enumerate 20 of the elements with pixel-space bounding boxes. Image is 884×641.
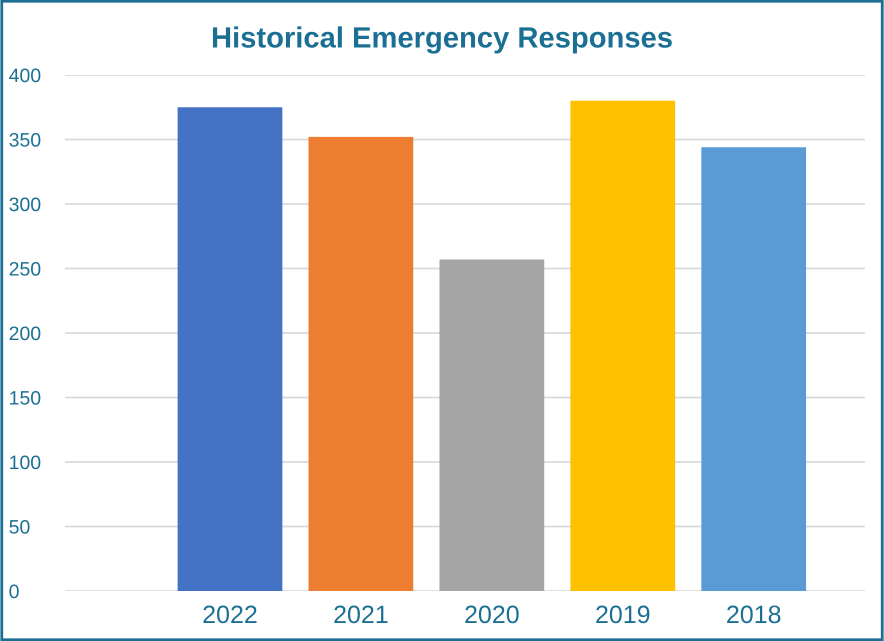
y-tick-label: 400 — [9, 68, 40, 82]
bar — [570, 100, 676, 591]
bar — [701, 147, 806, 591]
y-tick-label: 0 — [9, 584, 19, 598]
y-tick-label: 300 — [9, 197, 40, 212]
x-tick-label: 2018 — [727, 606, 780, 624]
y-tick-label: 250 — [10, 262, 40, 276]
x-tick-label: 2020 — [465, 606, 519, 624]
bar — [439, 259, 544, 591]
x-tick-label: 2019 — [596, 606, 650, 624]
x-tick-label: 2021 — [334, 606, 388, 624]
chart-title: Historical Emergency Responses — [212, 26, 672, 54]
y-tick-label: 350 — [9, 132, 40, 147]
x-tick-label: 2022 — [203, 606, 257, 624]
y-tick-label: 50 — [9, 520, 30, 534]
y-tick-label: 150 — [10, 390, 40, 405]
y-tick-label: 200 — [10, 326, 40, 340]
bar — [178, 107, 282, 591]
y-tick-label: 100 — [10, 455, 40, 470]
bar — [308, 136, 414, 591]
